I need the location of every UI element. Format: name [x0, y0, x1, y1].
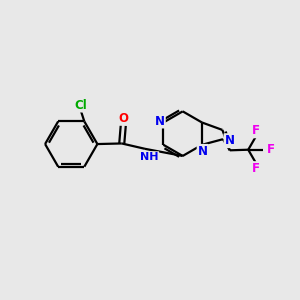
- Text: F: F: [267, 142, 275, 156]
- Text: F: F: [252, 124, 260, 137]
- Text: Cl: Cl: [74, 99, 87, 112]
- Text: N: N: [224, 134, 235, 147]
- Text: N: N: [155, 115, 165, 128]
- Text: O: O: [119, 112, 129, 125]
- Text: NH: NH: [140, 152, 158, 162]
- Text: F: F: [252, 162, 260, 175]
- Text: N: N: [198, 145, 208, 158]
